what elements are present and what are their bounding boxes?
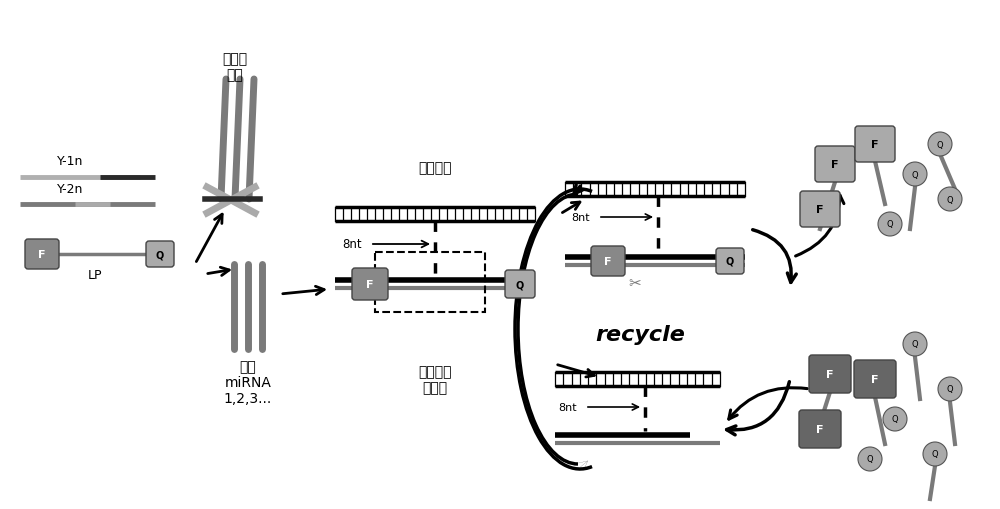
Text: 桥联结构: 桥联结构 xyxy=(418,161,452,175)
FancyBboxPatch shape xyxy=(146,242,174,267)
Text: F: F xyxy=(816,205,824,215)
Text: Q: Q xyxy=(726,257,734,267)
Text: F: F xyxy=(871,140,879,150)
FancyBboxPatch shape xyxy=(505,270,535,298)
Text: Y-2n: Y-2n xyxy=(57,183,83,195)
Text: 8nt: 8nt xyxy=(558,402,577,412)
Text: 非目标
核酸: 非目标 核酸 xyxy=(222,52,248,82)
Circle shape xyxy=(938,188,962,212)
Text: Q: Q xyxy=(912,340,918,349)
Text: Q: Q xyxy=(156,249,164,260)
Text: ✂: ✂ xyxy=(629,276,641,291)
FancyBboxPatch shape xyxy=(855,127,895,163)
Circle shape xyxy=(858,447,882,471)
Text: Q: Q xyxy=(937,140,943,149)
Text: 8nt: 8nt xyxy=(342,238,362,251)
Circle shape xyxy=(903,163,927,187)
Text: Y-1n: Y-1n xyxy=(57,155,83,167)
Circle shape xyxy=(928,133,952,157)
Circle shape xyxy=(878,213,902,237)
FancyBboxPatch shape xyxy=(591,246,625,276)
Circle shape xyxy=(923,442,947,466)
Text: Q: Q xyxy=(932,449,938,459)
Text: Q: Q xyxy=(912,170,918,179)
FancyBboxPatch shape xyxy=(815,147,855,183)
Text: F: F xyxy=(826,369,834,379)
Text: recycle: recycle xyxy=(595,324,685,344)
Text: F: F xyxy=(38,249,46,260)
Circle shape xyxy=(903,332,927,356)
Text: Q: Q xyxy=(892,415,898,423)
Text: Q: Q xyxy=(887,220,893,229)
FancyBboxPatch shape xyxy=(25,240,59,269)
Text: Q: Q xyxy=(947,195,953,204)
Text: 8nt: 8nt xyxy=(571,213,590,222)
FancyBboxPatch shape xyxy=(716,248,744,274)
Text: 切口酶识
别序列: 切口酶识 别序列 xyxy=(418,364,452,394)
Circle shape xyxy=(938,377,962,401)
FancyBboxPatch shape xyxy=(352,268,388,300)
Text: Q: Q xyxy=(867,455,873,464)
Text: F: F xyxy=(871,374,879,384)
Text: F: F xyxy=(366,279,374,290)
Text: LP: LP xyxy=(88,268,102,281)
Circle shape xyxy=(883,407,907,431)
Text: Q: Q xyxy=(516,279,524,290)
FancyBboxPatch shape xyxy=(799,410,841,448)
FancyBboxPatch shape xyxy=(809,355,851,393)
Text: 目标
miRNA
1,2,3...: 目标 miRNA 1,2,3... xyxy=(224,359,272,406)
Text: F: F xyxy=(831,160,839,169)
FancyBboxPatch shape xyxy=(854,360,896,398)
Text: F: F xyxy=(816,424,824,434)
Text: Q: Q xyxy=(947,385,953,394)
FancyBboxPatch shape xyxy=(800,191,840,228)
Text: F: F xyxy=(604,257,612,267)
